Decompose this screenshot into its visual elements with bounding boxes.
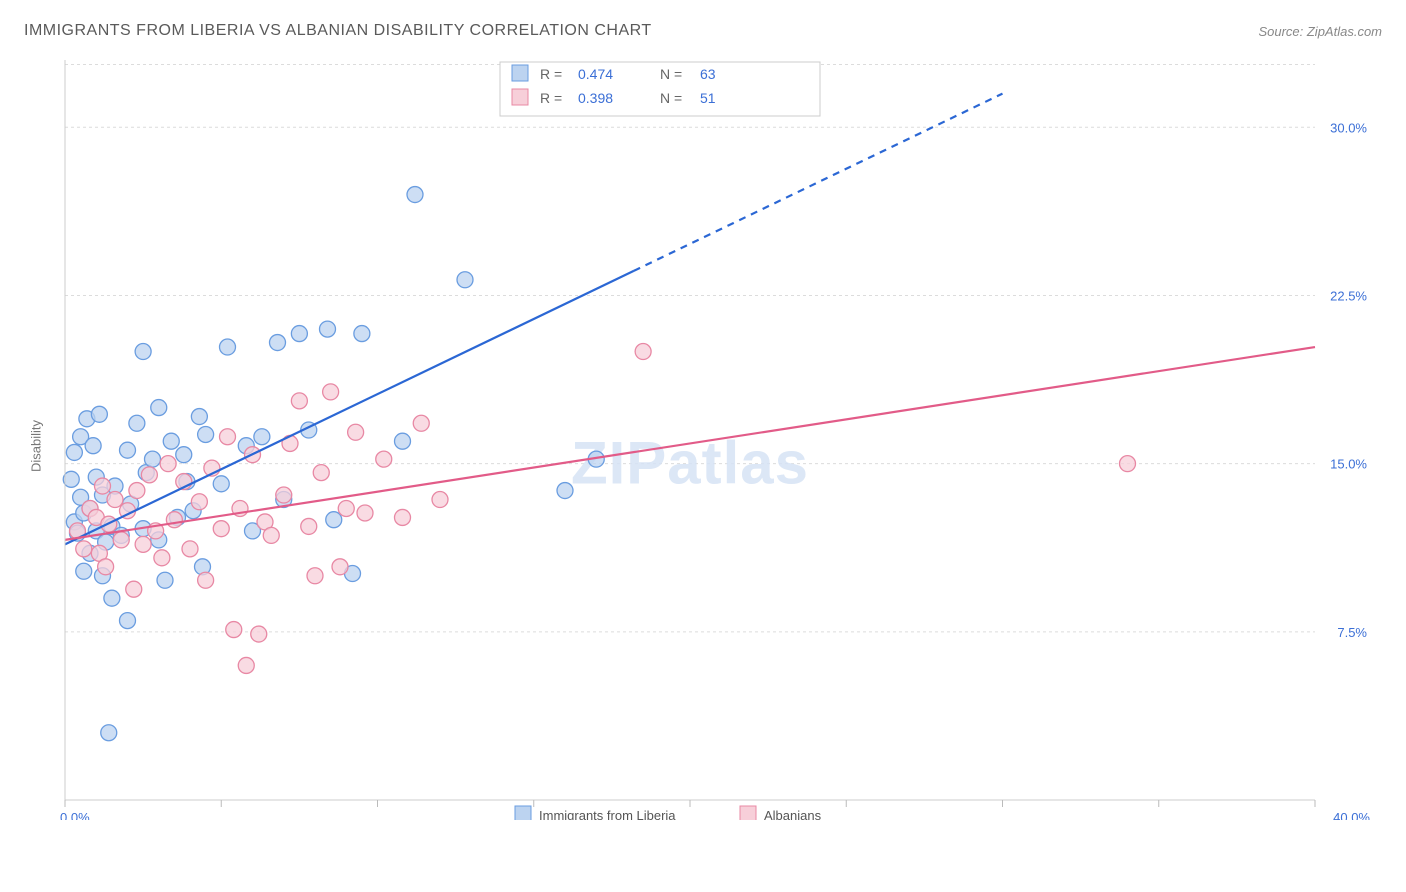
- legend-n-value: 63: [700, 66, 716, 82]
- legend-swatch: [512, 89, 528, 105]
- data-point: [251, 626, 267, 642]
- data-point: [395, 509, 411, 525]
- chart-title: IMMIGRANTS FROM LIBERIA VS ALBANIAN DISA…: [24, 22, 652, 40]
- data-point: [220, 339, 236, 355]
- data-point: [220, 429, 236, 445]
- data-point: [191, 494, 207, 510]
- legend-n-value: 51: [700, 90, 716, 106]
- bottom-legend-label: Immigrants from Liberia: [539, 808, 676, 820]
- legend-r-label: R =: [540, 66, 562, 82]
- data-point: [76, 541, 92, 557]
- data-point: [254, 429, 270, 445]
- data-point: [113, 532, 129, 548]
- data-point: [376, 451, 392, 467]
- data-point: [120, 442, 136, 458]
- data-point: [213, 476, 229, 492]
- data-point: [126, 581, 142, 597]
- data-point: [457, 272, 473, 288]
- data-point: [407, 187, 423, 203]
- watermark: ZIPatlas: [571, 430, 809, 497]
- data-point: [85, 438, 101, 454]
- data-point: [91, 406, 107, 422]
- legend-r-value: 0.398: [578, 90, 613, 106]
- data-point: [413, 415, 429, 431]
- data-point: [395, 433, 411, 449]
- legend-r-label: R =: [540, 90, 562, 106]
- regression-line-dash: [634, 94, 1003, 271]
- data-point: [332, 559, 348, 575]
- data-point: [141, 467, 157, 483]
- data-point: [307, 568, 323, 584]
- bottom-legend-label: Albanians: [764, 808, 822, 820]
- data-point: [313, 465, 329, 481]
- legend-n-label: N =: [660, 66, 682, 82]
- source-label: Source: ZipAtlas.com: [1258, 24, 1382, 39]
- data-point: [263, 527, 279, 543]
- data-point: [323, 384, 339, 400]
- data-point: [154, 550, 170, 566]
- bottom-legend-swatch: [515, 806, 531, 820]
- data-point: [163, 433, 179, 449]
- data-point: [557, 483, 573, 499]
- chart-plot-area: 7.5% 15.0% 22.5% 30.0% ZIPatlas 0.0% 40.0% R = 0…: [50, 60, 1380, 820]
- data-point: [354, 326, 370, 342]
- data-point: [291, 393, 307, 409]
- data-point: [129, 483, 145, 499]
- data-point: [357, 505, 373, 521]
- data-point: [198, 572, 214, 588]
- x-tick-label: 0.0%: [60, 810, 90, 820]
- legend-n-label: N =: [660, 90, 682, 106]
- data-point: [157, 572, 173, 588]
- data-point: [151, 400, 167, 416]
- data-point: [635, 344, 651, 360]
- y-tick-label: 22.5%: [1330, 288, 1367, 303]
- data-point: [104, 590, 120, 606]
- data-point: [66, 444, 82, 460]
- data-point: [326, 512, 342, 528]
- data-point: [176, 447, 192, 463]
- data-point: [432, 492, 448, 508]
- y-tick-label: 30.0%: [1330, 120, 1367, 135]
- y-tick-label: 7.5%: [1337, 625, 1367, 640]
- data-point: [301, 518, 317, 534]
- data-point: [63, 471, 79, 487]
- data-point: [238, 657, 254, 673]
- data-point: [98, 559, 114, 575]
- x-tick-label: 40.0%: [1333, 810, 1370, 820]
- data-point: [291, 326, 307, 342]
- data-point: [95, 478, 111, 494]
- data-point: [226, 622, 242, 638]
- data-point: [213, 521, 229, 537]
- data-point: [348, 424, 364, 440]
- data-point: [135, 536, 151, 552]
- data-point: [120, 613, 136, 629]
- data-point: [320, 321, 336, 337]
- data-point: [166, 512, 182, 528]
- data-point: [276, 487, 292, 503]
- data-point: [76, 563, 92, 579]
- bottom-legend-swatch: [740, 806, 756, 820]
- data-point: [145, 451, 161, 467]
- data-point: [191, 409, 207, 425]
- data-point: [135, 344, 151, 360]
- chart-svg: 7.5% 15.0% 22.5% 30.0% ZIPatlas 0.0% 40.0% R = 0…: [50, 60, 1380, 820]
- data-point: [101, 725, 117, 741]
- data-point: [182, 541, 198, 557]
- legend-r-value: 0.474: [578, 66, 613, 82]
- data-point: [160, 456, 176, 472]
- data-point: [338, 500, 354, 516]
- data-point: [1120, 456, 1136, 472]
- data-point: [198, 426, 214, 442]
- data-point: [107, 492, 123, 508]
- data-point: [129, 415, 145, 431]
- chart-container: IMMIGRANTS FROM LIBERIA VS ALBANIAN DISA…: [0, 0, 1406, 892]
- data-point: [270, 335, 286, 351]
- y-tick-label: 15.0%: [1330, 457, 1367, 472]
- y-axis-label: Disability: [29, 420, 44, 472]
- legend-swatch: [512, 65, 528, 81]
